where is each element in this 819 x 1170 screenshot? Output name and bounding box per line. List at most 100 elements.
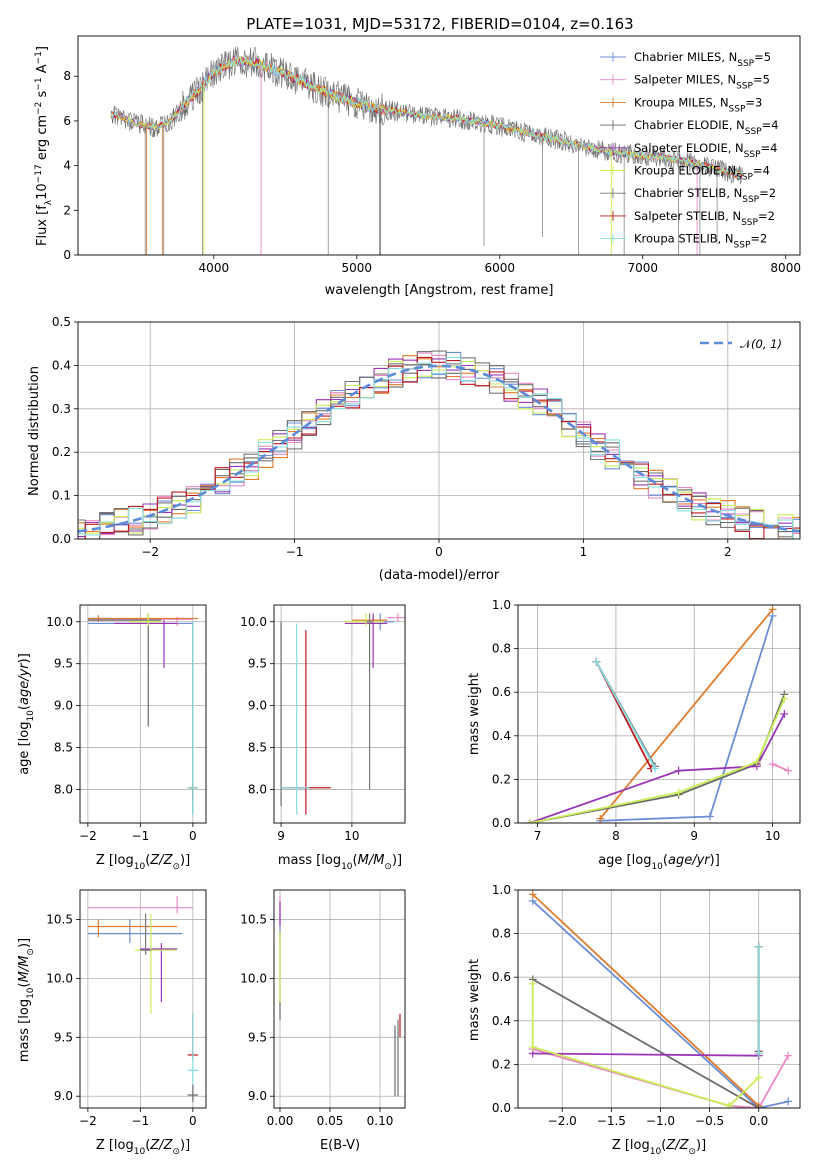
weight_vs_Z-axes: −2.0 −1.5 −1.0 −0.5 0.0 0.0 0.2 0.4 0.6 0.8 1.0 — [492, 883, 800, 1128]
legend-entry: Kroupa STELIB, NSSP=2 — [634, 232, 767, 251]
series-line — [532, 900, 789, 1108]
series-line — [532, 1051, 760, 1057]
x-axis-label: Z [log10(Z/Z⊙)] — [96, 853, 190, 872]
age_vs_Z-axes: −2 −1 0 8.0 8.5 9.0 9.5 10.0 — [46, 605, 206, 843]
y-tick-label: 9.0 — [54, 699, 73, 713]
mass_vs_Z-marks — [87, 895, 199, 1103]
spectrum-lines — [110, 46, 744, 255]
series-line — [532, 978, 760, 1108]
x-tick-label: 6000 — [484, 261, 515, 275]
y-tick-label: 9.0 — [248, 1089, 267, 1103]
mass_vs_EBV-marks — [279, 895, 401, 1097]
x-tick-label: 0 — [189, 829, 197, 843]
y-tick-label: 0.0 — [492, 1101, 511, 1115]
age_vs_mass-axes: 9 10 8.0 8.5 9.0 9.5 10.0 — [240, 605, 405, 843]
axes-frame — [77, 321, 801, 540]
x-tick-label: 0.00 — [267, 1114, 294, 1128]
x-tick-label: −2 — [79, 829, 97, 843]
y-tick-label: 0.4 — [492, 729, 511, 743]
x-tick-label: 0.05 — [317, 1114, 344, 1128]
legend-entry: Chabrier ELODIE, NSSP=4 — [634, 118, 779, 137]
y-tick-label: 2 — [63, 203, 71, 217]
axes-frame — [77, 35, 801, 256]
y-tick-label: 0.8 — [492, 927, 511, 941]
y-tick-label: 6 — [63, 114, 71, 128]
y-tick-label: 10.0 — [46, 971, 73, 985]
y-axis-label: Normed distribution — [27, 366, 42, 496]
x-tick-label: −0.5 — [695, 1114, 724, 1128]
y-tick-label: 8.0 — [248, 782, 267, 796]
x-tick-label: −1.0 — [646, 1114, 675, 1128]
series-line — [531, 983, 760, 1107]
mass_vs_Z-axes: −2 −1 0 9.0 9.5 10.0 10.5 — [46, 890, 206, 1128]
axes-frame — [79, 889, 207, 1109]
legend-entry: Kroupa ELODIE, NSSP=4 — [634, 164, 770, 183]
y-tick-label: 10.0 — [46, 615, 73, 629]
x-tick-label: −1.5 — [597, 1114, 626, 1128]
y-tick-label: 10.0 — [240, 615, 267, 629]
y-tick-label: 8.0 — [54, 782, 73, 796]
x-tick-label: 8000 — [770, 261, 801, 275]
y-tick-label: 9.5 — [248, 657, 267, 671]
y-tick-label: 0.0 — [52, 532, 71, 546]
x-axis-label: wavelength [Angstrom, rest frame] — [325, 283, 554, 298]
x-tick-label: 9 — [690, 829, 698, 843]
y-tick-label: 0.2 — [492, 772, 511, 786]
y-tick-label: 9.0 — [54, 1089, 73, 1103]
x-tick-label: 10 — [344, 829, 359, 843]
y-tick-label: 10.5 — [46, 912, 73, 926]
legend-entry: Salpeter STELIB, NSSP=2 — [634, 209, 775, 228]
age_vs_Z-marks — [87, 613, 199, 815]
y-tick-label: 1.0 — [492, 883, 511, 897]
y-tick-label: 0.2 — [52, 445, 71, 459]
x-axis-label: mass [log10(M/M⊙)] — [278, 853, 402, 872]
y-tick-label: 0.0 — [492, 816, 511, 830]
y-tick-label: 0.4 — [492, 1014, 511, 1028]
weight_vs_age-marks — [525, 605, 793, 823]
axes-frame — [273, 889, 406, 1109]
x-tick-label: −1 — [132, 1114, 150, 1128]
legend-entry: Kroupa MILES, NSSP=3 — [634, 95, 762, 114]
x-axis-label: (data-model)/error — [379, 568, 500, 583]
figure-title: PLATE=1031, MJD=53172, FIBERID=0104, z=0… — [246, 15, 633, 33]
y-axis-label: mass weight — [467, 673, 482, 755]
x-tick-label: 0.10 — [367, 1114, 394, 1128]
spectrum-series-line — [110, 56, 743, 176]
y-tick-label: 9.0 — [248, 699, 267, 713]
x-tick-label: 1 — [580, 545, 588, 559]
x-tick-label: 7 — [534, 829, 542, 843]
y-tick-label: 0.3 — [52, 402, 71, 416]
x-tick-label: 8 — [612, 829, 620, 843]
series-line — [599, 608, 774, 820]
x-axis-label: Z [log10(Z/Z⊙)] — [612, 1138, 706, 1157]
x-tick-label: 10 — [765, 829, 780, 843]
legend-entry-normal: 𝒩(0, 1) — [740, 337, 782, 351]
y-tick-label: 8 — [63, 69, 71, 83]
x-tick-label: 0.0 — [749, 1114, 768, 1128]
y-tick-label: 9.5 — [248, 1030, 267, 1044]
legend-entry: Salpeter MILES, NSSP=5 — [634, 73, 770, 92]
weight_vs_Z-marks — [528, 890, 793, 1108]
x-tick-label: 0 — [435, 545, 443, 559]
legend-entry: Salpeter ELODIE, NSSP=4 — [634, 141, 777, 160]
y-tick-label: 0 — [63, 248, 71, 262]
age_vs_mass-marks — [280, 613, 405, 815]
series-line — [532, 893, 760, 1107]
spectrum-series-line — [110, 46, 743, 185]
weight_vs_age-axes: 7 8 9 10 0.0 0.2 0.4 0.6 0.8 1.0 — [492, 598, 800, 843]
axes-frame — [517, 889, 801, 1109]
y-tick-label: 0.6 — [492, 685, 511, 699]
series-line — [529, 698, 786, 823]
y-tick-label: 4 — [63, 159, 71, 173]
x-tick-label: 0 — [189, 1114, 197, 1128]
series-line — [529, 713, 786, 823]
y-tick-label: 0.8 — [492, 642, 511, 656]
series-line — [595, 661, 656, 769]
x-tick-label: −2 — [141, 545, 159, 559]
y-tick-label: 0.2 — [492, 1057, 511, 1071]
x-tick-label: −1 — [286, 545, 304, 559]
y-tick-label: 0.6 — [492, 970, 511, 984]
x-axis-label: E(B-V) — [320, 1138, 360, 1153]
y-tick-label: 0.1 — [52, 489, 71, 503]
